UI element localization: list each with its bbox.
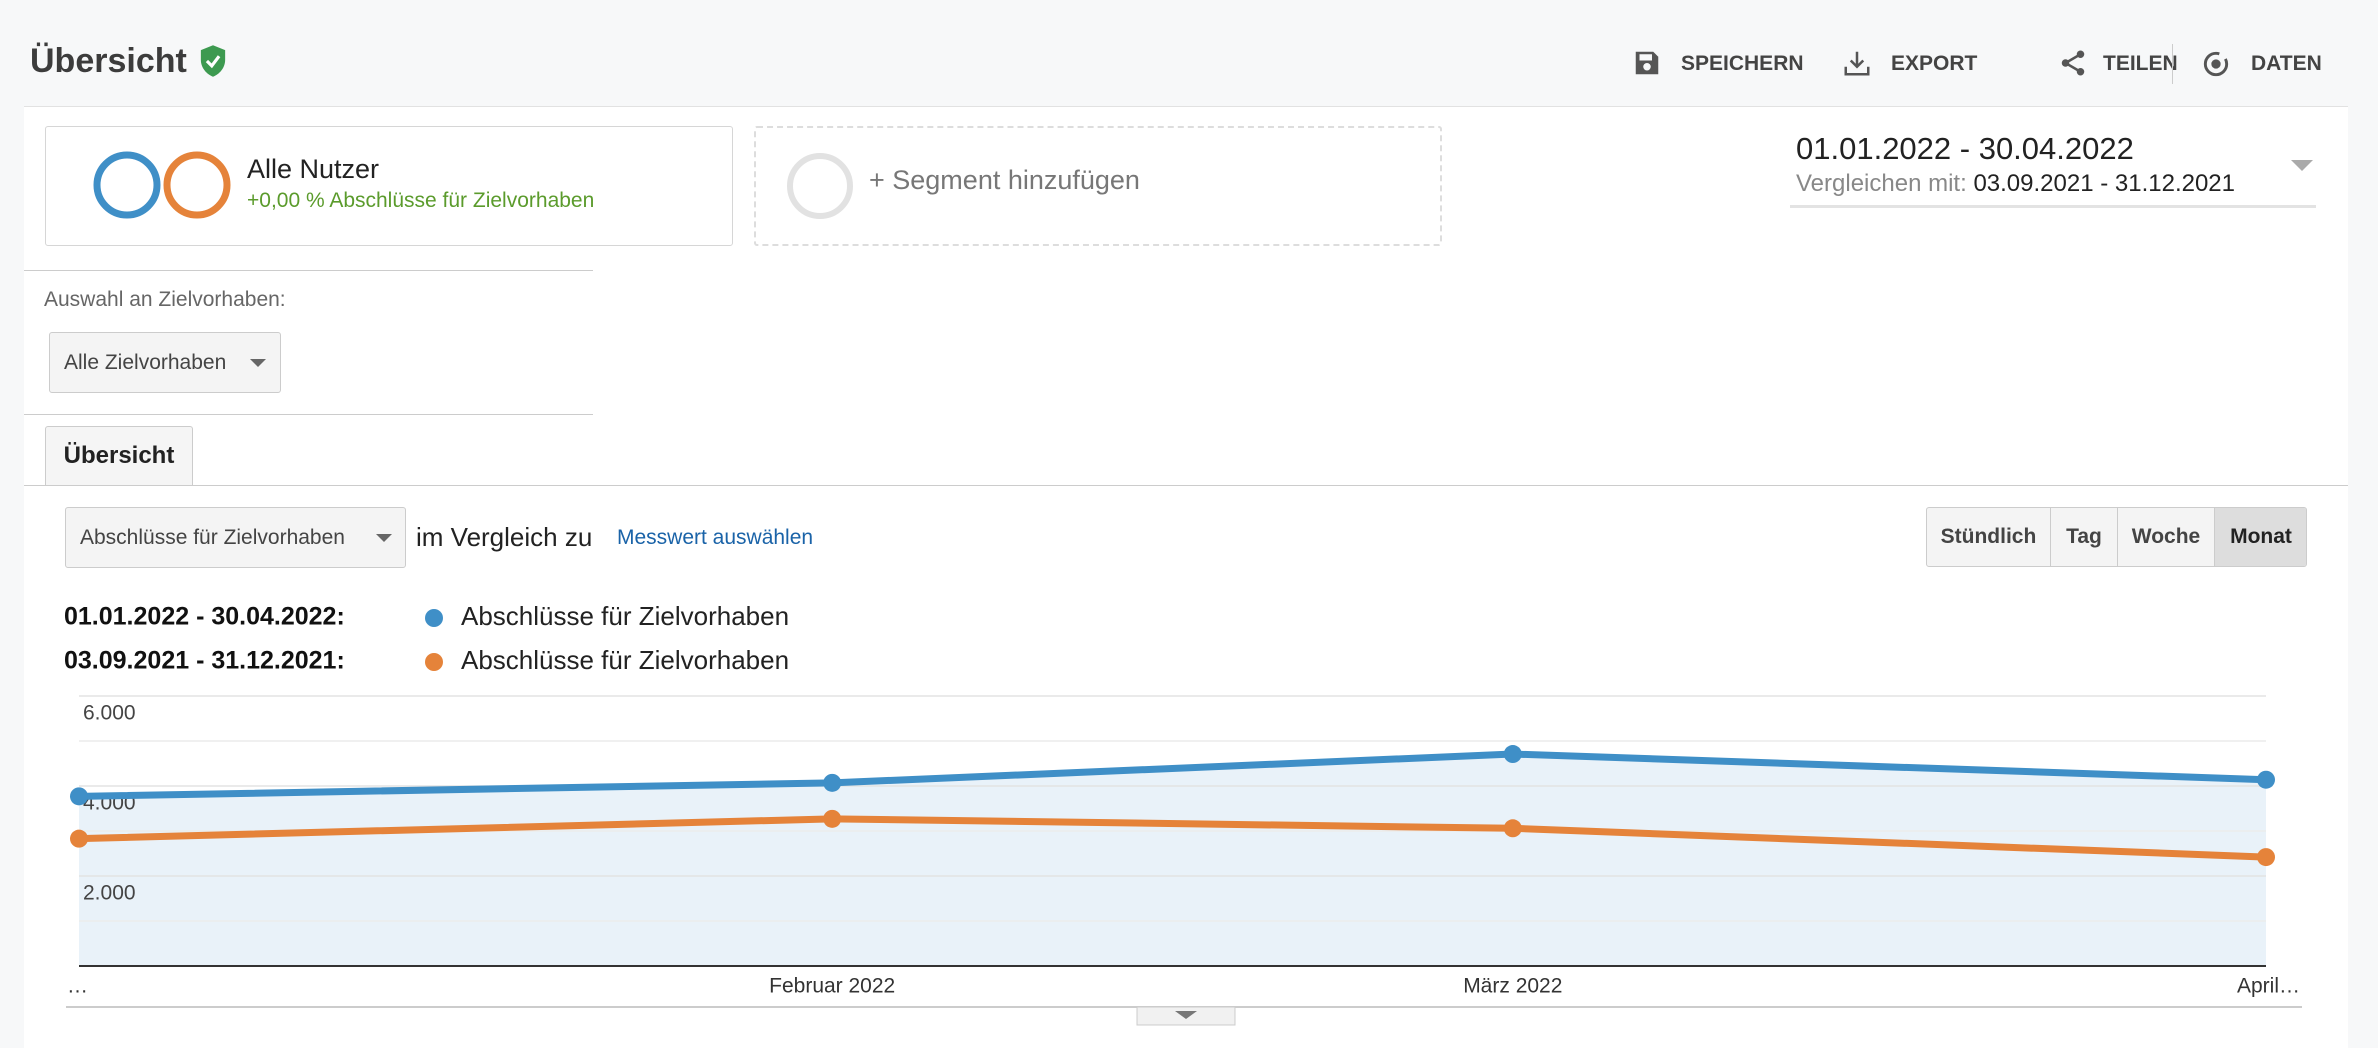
area	[79, 754, 2266, 966]
metric-dropdown[interactable]: Abschlüsse für Zielvorhaben	[65, 507, 406, 568]
x-tick-label: März 2022	[1463, 975, 1562, 998]
caret	[376, 534, 392, 542]
metric-value: Abschlüsse für Zielvorhaben	[80, 526, 345, 549]
point	[1503, 819, 1522, 838]
empty-segment-circle	[787, 153, 853, 219]
point	[823, 809, 842, 828]
granularity-button[interactable]: Tag	[2051, 508, 2118, 566]
point	[1503, 745, 1522, 764]
share-button[interactable]: TEILEN	[2103, 52, 2178, 75]
share-icon[interactable]	[2058, 48, 2088, 78]
compare-label: Vergleichen mit:	[1796, 170, 1967, 197]
line	[78, 750, 2267, 800]
point	[70, 787, 88, 806]
goal-label: Auswahl an Zielvorhaben:	[44, 288, 286, 311]
point	[70, 829, 88, 848]
metric-link[interactable]: Messwert auswählen	[617, 526, 814, 549]
legend-entry: Abschlüsse für Zielvorhaben	[461, 645, 789, 675]
goal-dropdown[interactable]: Alle Zielvorhaben	[49, 332, 281, 393]
x-tick-label: April…	[2237, 975, 2300, 998]
legend-period: 03.09.2021 - 31.12.2021:	[64, 647, 345, 675]
segment-name: Alle Nutzer	[247, 154, 380, 184]
add-segment-card[interactable]	[754, 126, 1442, 246]
granularity-button[interactable]: Monat	[2215, 508, 2306, 566]
date-caret[interactable]	[2291, 160, 2313, 171]
y-tick-label: 2.000	[83, 882, 136, 905]
chart: 01.01.2022 - 30.04.2022: Abschlüsse für Z…	[64, 601, 2302, 1026]
data-button[interactable]: DATEN	[2251, 52, 2322, 75]
separator	[24, 270, 593, 271]
tab[interactable]: Übersicht	[45, 426, 193, 486]
date-range[interactable]: 01.01.2022 - 30.04.2022	[1796, 131, 2134, 166]
legend-dot	[425, 609, 443, 627]
legend-dot	[425, 653, 443, 671]
compare-text: im Vergleich zu	[416, 522, 593, 552]
goal-value: Alle Zielvorhaben	[64, 351, 227, 374]
compare-range[interactable]: Vergleichen mit: 03.09.2021 - 31.12.2021	[1796, 170, 2235, 198]
line	[78, 815, 2267, 861]
save-icon[interactable]	[1632, 48, 1662, 78]
segment-detail: +0,00 % Abschlüsse für Zielvorhaben	[247, 189, 595, 212]
export-button[interactable]: EXPORT	[1891, 52, 1978, 75]
divider	[2172, 44, 2173, 84]
granularity-group: Stündlich Tag Woche Monat	[1926, 507, 2307, 567]
legend-period: 01.01.2022 - 30.04.2022:	[64, 603, 345, 631]
x-tick-label: Februar 2022	[769, 975, 895, 998]
verified-icon	[200, 45, 226, 77]
data-icon[interactable]	[2200, 48, 2232, 80]
x-tick-label: …	[67, 975, 88, 998]
add-segment[interactable]: + Segment hinzufügen	[869, 165, 1140, 195]
export-icon[interactable]	[1842, 48, 1872, 78]
point	[2257, 770, 2275, 789]
date-underline	[1790, 205, 2316, 208]
page-title: Übersicht	[30, 42, 187, 80]
granularity-button[interactable]: Woche	[2118, 508, 2215, 566]
legend-entry: Abschlüsse für Zielvorhaben	[461, 601, 789, 631]
tab-line	[24, 485, 2348, 486]
granularity-button[interactable]: Stündlich	[1927, 508, 2051, 566]
point	[2257, 848, 2275, 867]
caret	[250, 359, 266, 367]
segment-circles	[93, 151, 231, 219]
save-button[interactable]: SPEICHERN	[1681, 52, 1804, 75]
separator	[24, 414, 593, 415]
y-tick-label: 6.000	[83, 702, 136, 725]
point	[823, 773, 842, 792]
compare-dates: 03.09.2021 - 31.12.2021	[1973, 170, 2235, 197]
expand-caret	[1175, 1011, 1197, 1019]
